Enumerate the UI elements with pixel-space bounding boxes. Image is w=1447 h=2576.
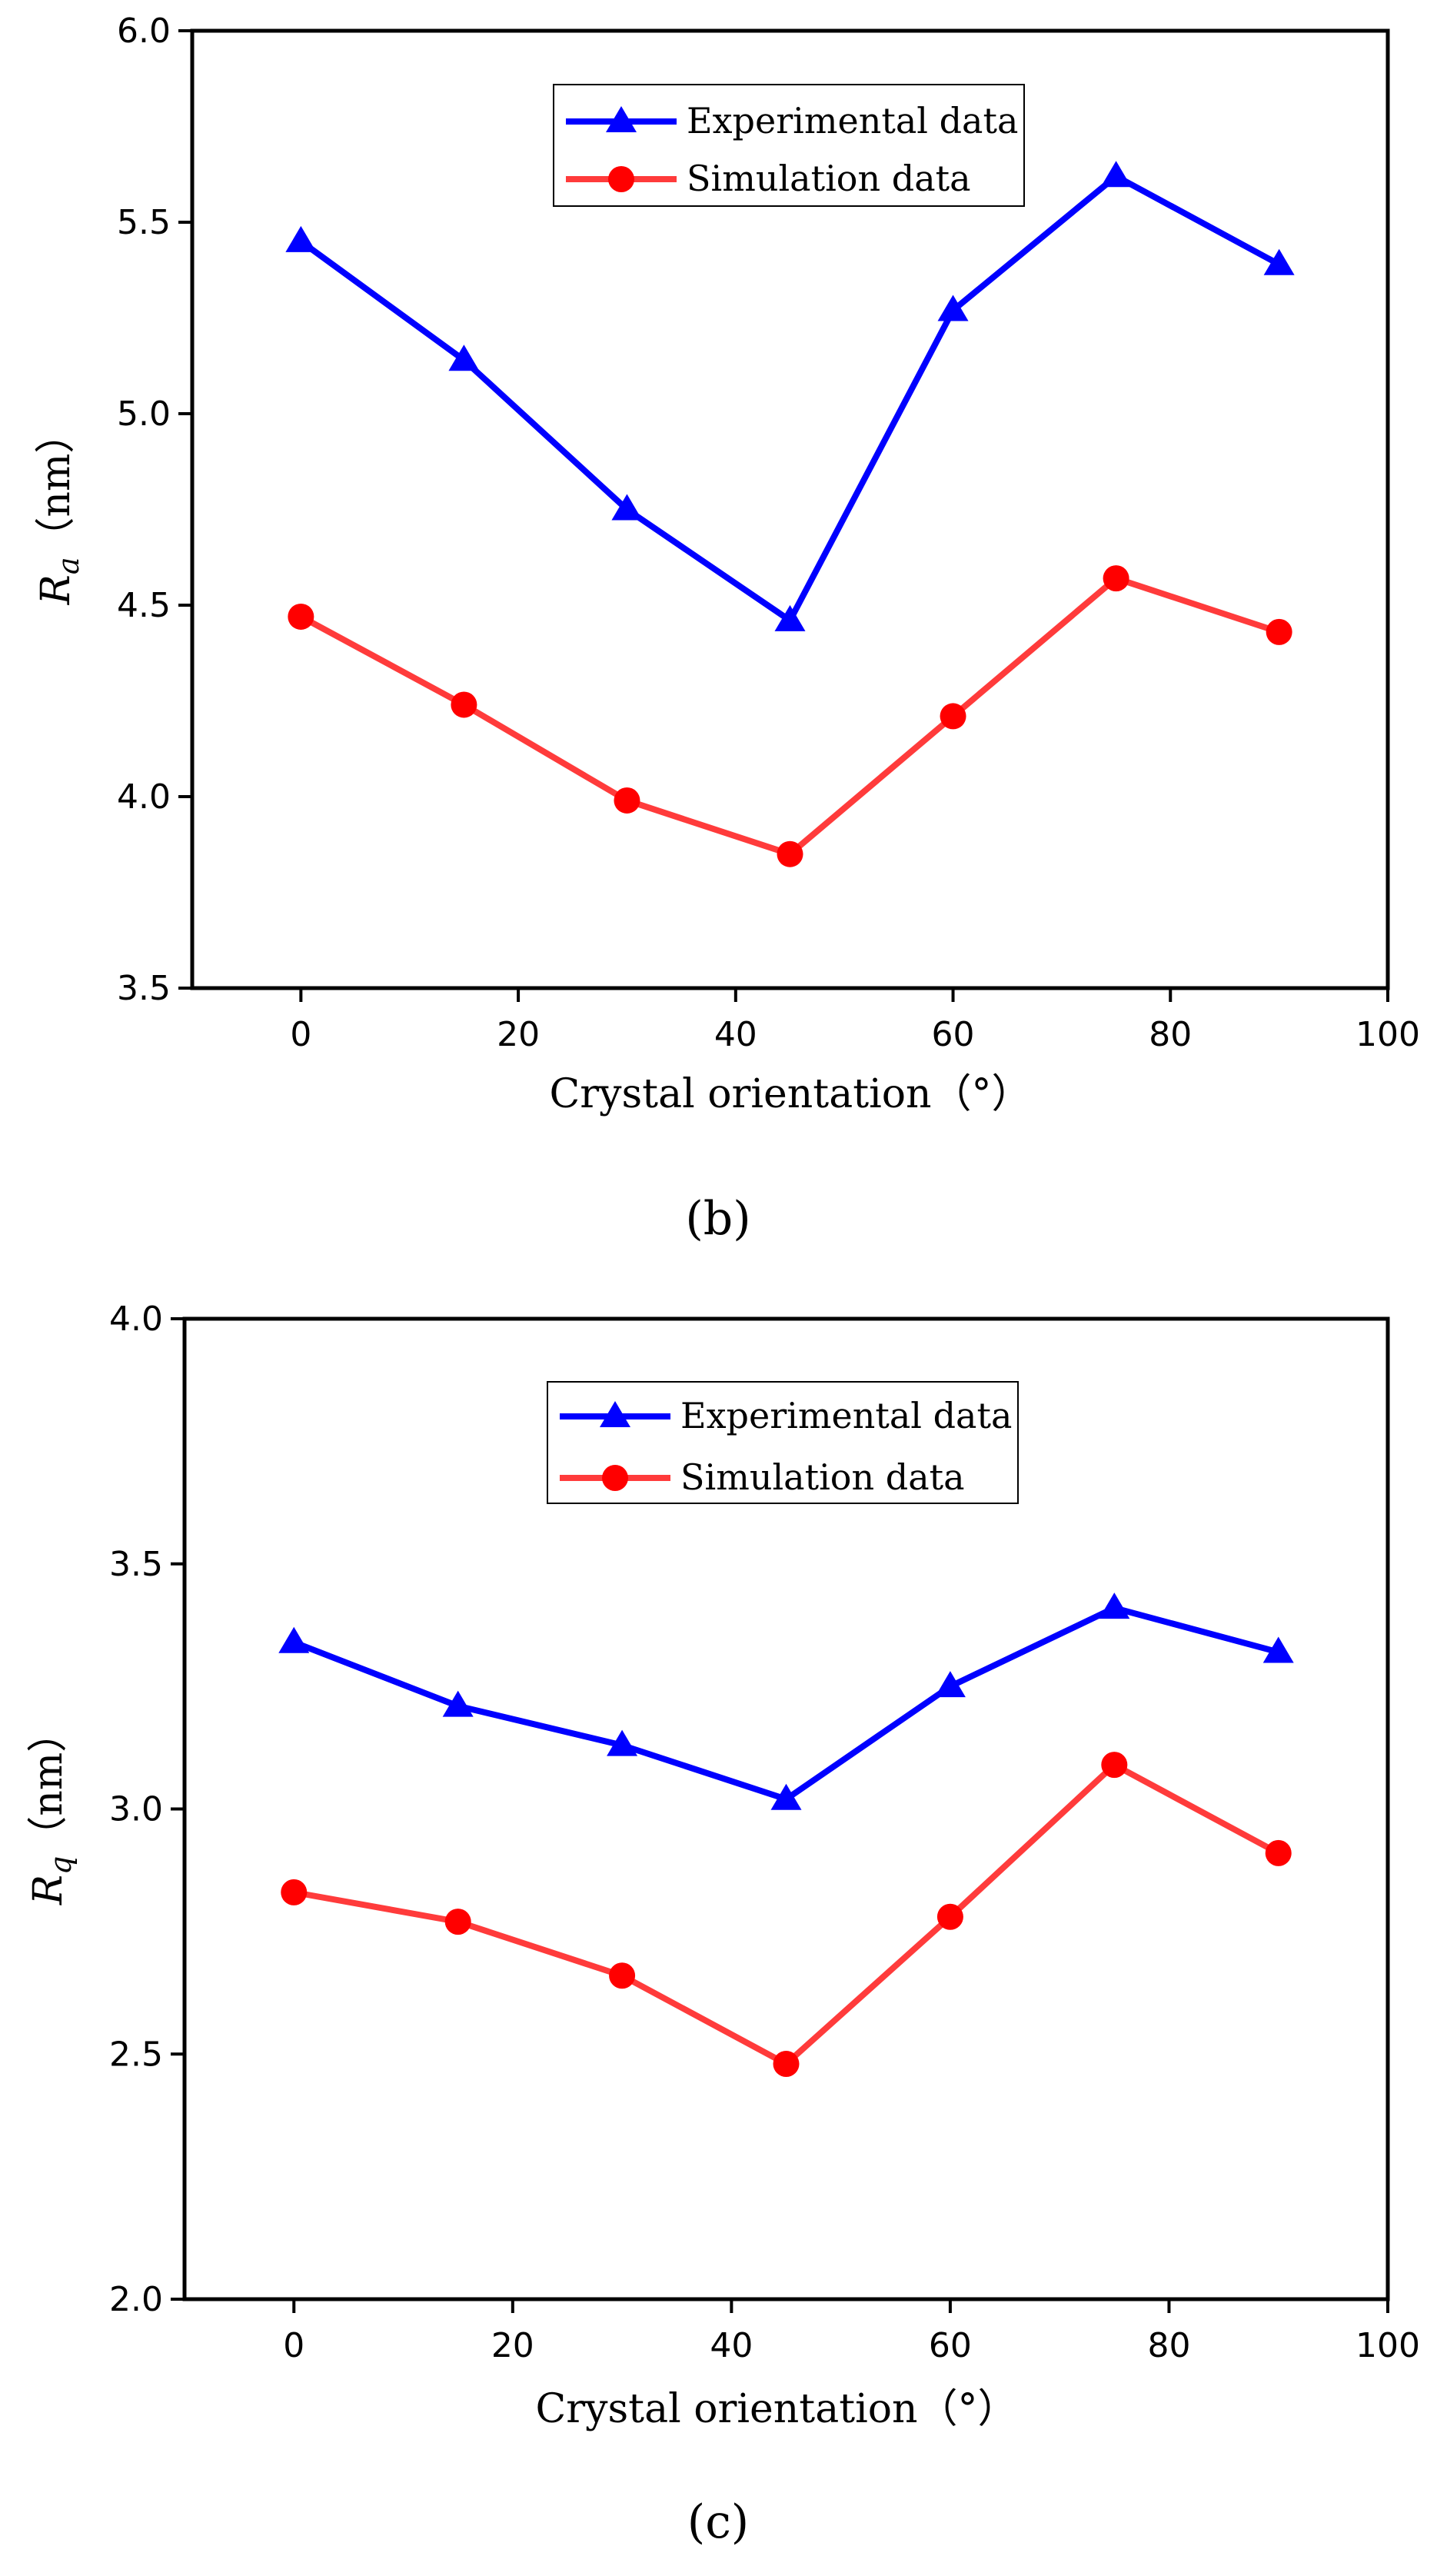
legend-marker-simulation: [602, 1465, 628, 1491]
series-line-experimental: [299, 173, 1281, 624]
x-tick-label: 80: [1147, 2326, 1190, 2365]
data-point-experimental: [611, 494, 643, 521]
y-axis-ticks: 3.5 4.0 4.5 5.0 5.5 6.0: [117, 12, 192, 1008]
legend-marker-simulation: [608, 166, 634, 192]
y-tick-label: 3.5: [109, 1545, 163, 1584]
data-point-experimental: [442, 1690, 474, 1717]
x-tick-label: 0: [283, 2326, 304, 2365]
data-point-simulation: [444, 1909, 471, 1935]
data-point-simulation: [609, 1962, 636, 1989]
data-point-experimental: [774, 604, 806, 631]
y-tick-label: 4.5: [117, 586, 171, 625]
y-axis-ticks: 2.0 2.5 3.0 3.5 4.0: [109, 1300, 185, 2319]
data-point-experimental: [937, 295, 969, 321]
y-tick-label: 2.0: [109, 2280, 163, 2319]
data-point-experimental: [607, 1729, 638, 1756]
x-tick-label: 60: [932, 1015, 975, 1054]
caption-b: (b): [685, 1192, 750, 1246]
data-point-simulation: [777, 840, 803, 867]
y-axis-title: Rq（nm）: [25, 1712, 78, 1905]
legend-label-simulation: Simulation data: [687, 158, 971, 199]
data-point-experimental: [1099, 1593, 1130, 1619]
y-tick-label: 4.0: [117, 777, 171, 817]
data-point-simulation: [1101, 1752, 1128, 1779]
data-point-experimental: [285, 225, 317, 252]
x-tick-label: 60: [929, 2326, 972, 2365]
data-point-simulation: [1265, 1839, 1292, 1866]
x-tick-label: 40: [714, 1015, 757, 1054]
x-axis-title: Crystal orientation（°）: [549, 1071, 1031, 1117]
x-axis-ticks: 0 20 40 60 80 100: [283, 2299, 1420, 2365]
legend-label-experimental: Experimental data: [687, 100, 1018, 141]
y-axis-title: Ra（nm）: [33, 414, 85, 606]
y-tick-label: 3.5: [117, 969, 171, 1008]
legend-marker-experimental: [600, 1401, 630, 1427]
data-point-simulation: [940, 703, 966, 730]
legend-marker-experimental: [606, 106, 637, 132]
data-point-experimental: [448, 344, 480, 371]
x-tick-label: 80: [1149, 1015, 1192, 1054]
y-tick-label: 5.0: [117, 394, 171, 434]
x-tick-label: 100: [1356, 1015, 1420, 1054]
legend: Experimental data Simulation data: [553, 84, 1025, 207]
x-tick-label: 0: [290, 1015, 311, 1054]
legend-label-simulation: Simulation data: [680, 1456, 965, 1498]
legend-label-experimental: Experimental data: [680, 1395, 1012, 1436]
y-tick-label: 4.0: [109, 1300, 163, 1339]
x-tick-label: 100: [1356, 2326, 1420, 2365]
y-tick-label: 3.0: [109, 1790, 163, 1829]
chart-b: 3.5 4.0 4.5 5.0 5.5 6.0 0 20 40 60 80 100 Ra（nm） C…: [33, 12, 1420, 1246]
x-axis-ticks: 0 20 40 60 80 100: [290, 988, 1420, 1054]
data-point-experimental: [1263, 248, 1295, 275]
data-point-simulation: [451, 691, 477, 718]
data-point-experimental: [934, 1671, 966, 1698]
x-tick-label: 20: [497, 1015, 540, 1054]
data-point-experimental: [278, 1626, 310, 1653]
caption-c: (c): [687, 2495, 749, 2549]
data-point-experimental: [770, 1783, 802, 1810]
data-point-simulation: [614, 787, 640, 814]
data-point-experimental: [1262, 1636, 1294, 1663]
data-point-simulation: [281, 1879, 308, 1905]
y-tick-label: 2.5: [109, 2035, 163, 2074]
data-point-simulation: [936, 1903, 963, 1930]
x-tick-label: 20: [491, 2326, 534, 2365]
data-point-simulation: [773, 2051, 800, 2077]
x-tick-label: 40: [710, 2326, 753, 2365]
x-axis-title: Crystal orientation（°）: [535, 2386, 1017, 2432]
chart-c: 2.0 2.5 3.0 3.5 4.0 0 20 40 60 80 100 Rq（nm） Crys…: [25, 1300, 1420, 2549]
data-point-experimental: [1100, 161, 1132, 188]
legend: Experimental data Simulation data: [547, 1381, 1019, 1504]
y-tick-label: 5.5: [117, 203, 171, 242]
data-point-simulation: [288, 603, 314, 630]
series-layer: [278, 1593, 1294, 2077]
y-tick-label: 6.0: [117, 12, 171, 51]
data-point-simulation: [1266, 618, 1292, 645]
plot-frame: [190, 28, 1390, 990]
data-point-simulation: [1103, 565, 1129, 592]
series-layer: [285, 161, 1295, 867]
